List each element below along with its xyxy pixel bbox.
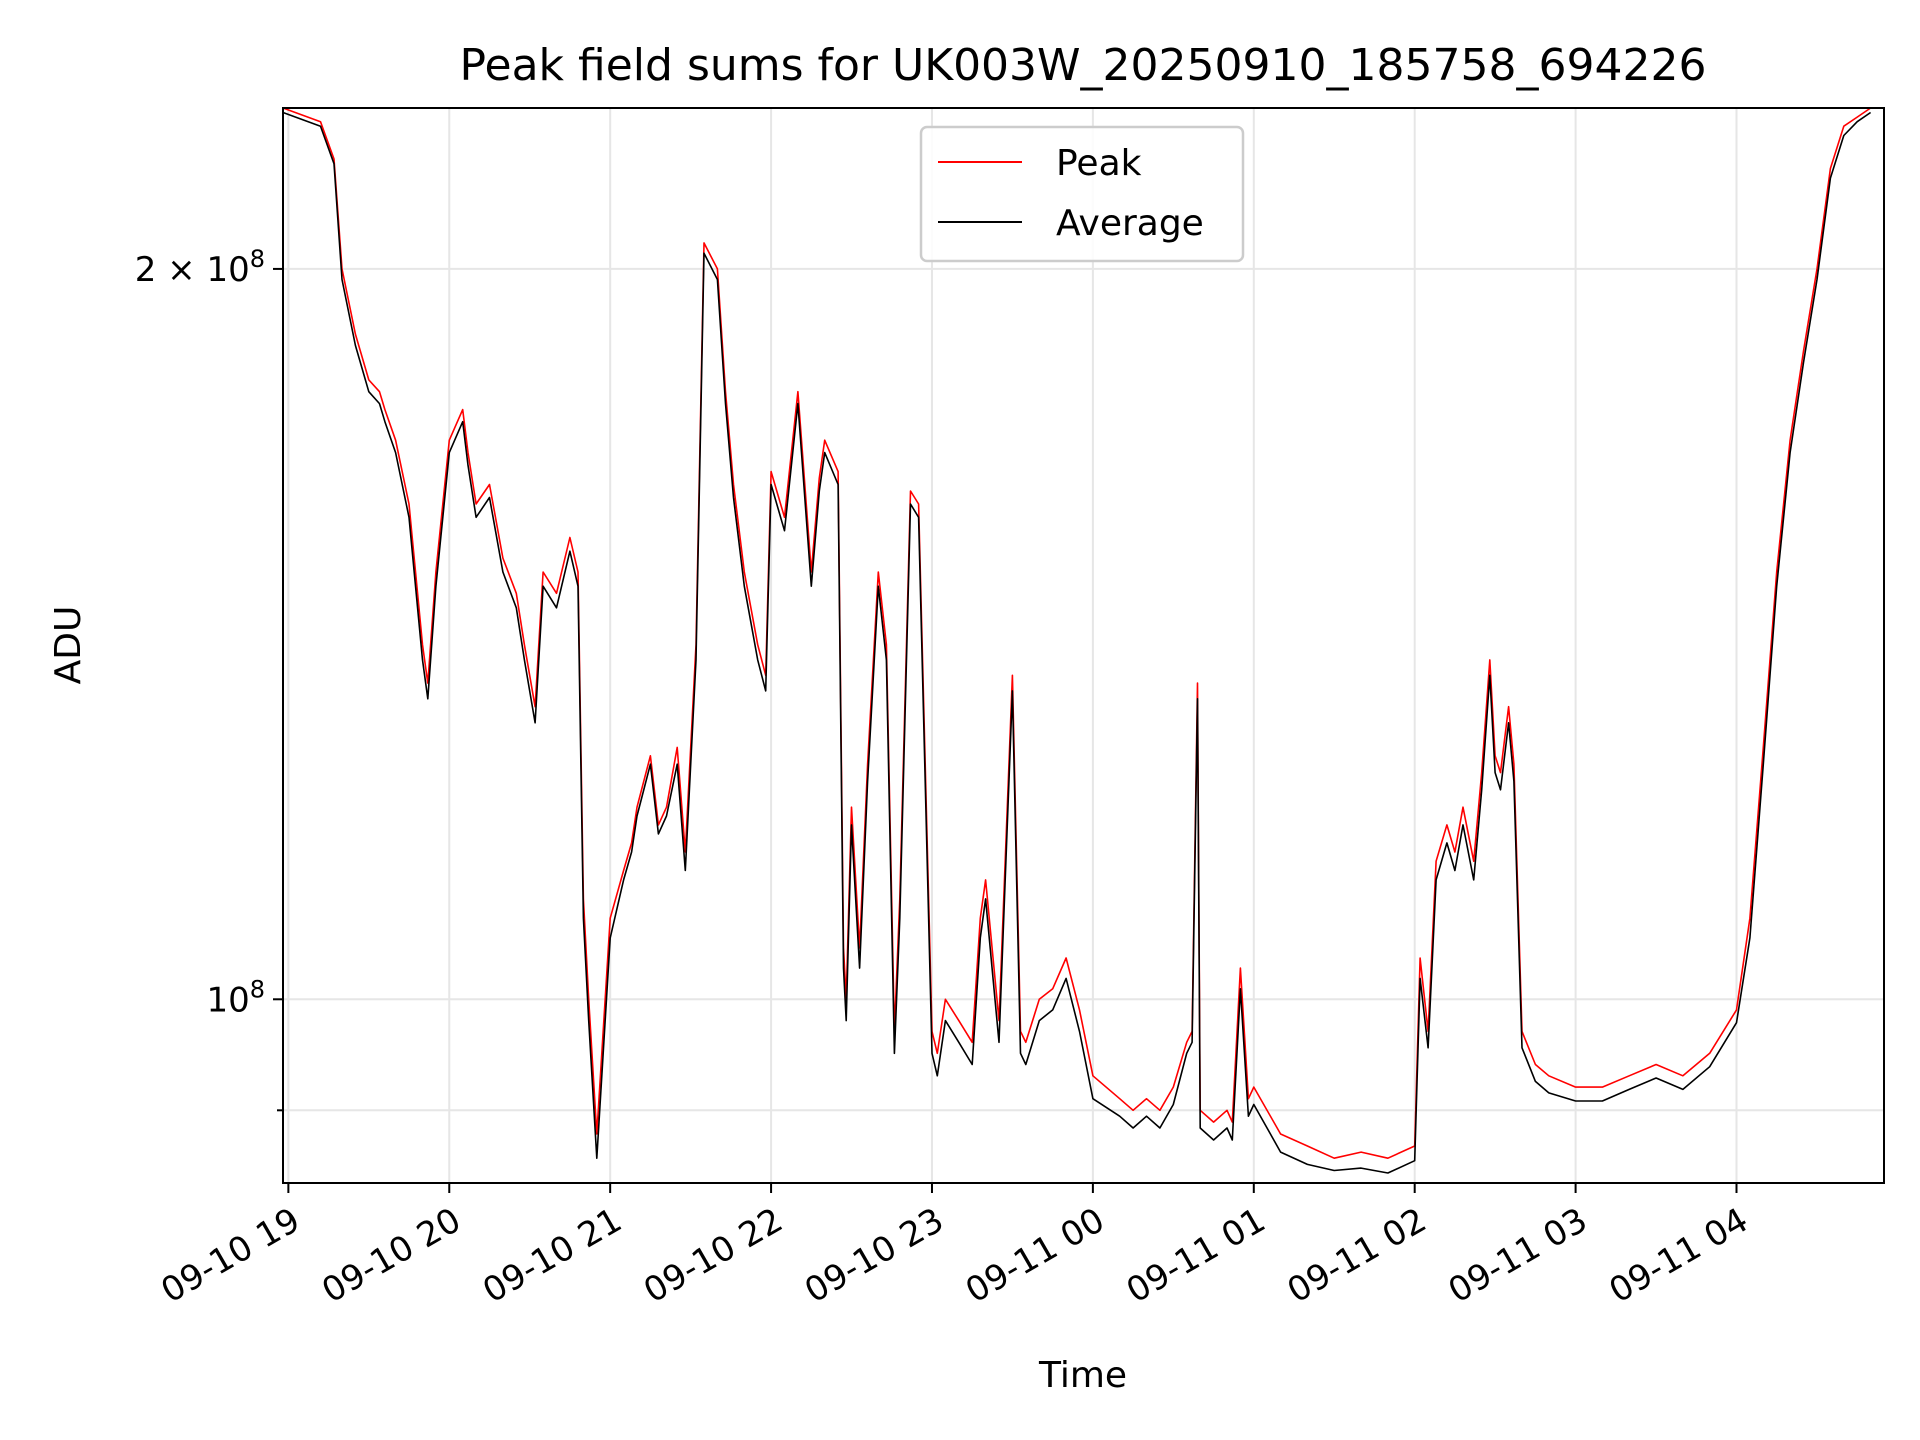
y-axis-label: ADU — [48, 606, 89, 685]
x-axis-ticks: 09-10 19 09-10 20 09-10 21 09-10 22 09-10 23… — [154, 1183, 1755, 1311]
y-tick-label: 2 × 108 — [135, 245, 265, 290]
x-axis-label: Time — [1038, 1355, 1127, 1396]
x-tick-label: 09-10 20 — [315, 1200, 467, 1311]
x-tick-label: 09-11 00 — [959, 1200, 1111, 1311]
x-tick-label: 09-10 19 — [154, 1200, 306, 1311]
x-tick-label: 09-10 21 — [476, 1200, 628, 1311]
x-tick-label: 09-10 23 — [798, 1200, 950, 1311]
x-tick-label: 09-10 22 — [637, 1200, 789, 1311]
series-lines — [282, 107, 1872, 1174]
legend-label-peak: Peak — [1056, 143, 1142, 184]
plot-frame — [282, 107, 1885, 1184]
series-line-average — [282, 111, 1872, 1174]
y-tick-label: 108 — [206, 975, 265, 1020]
x-tick-label: 09-11 04 — [1603, 1200, 1755, 1311]
legend-label-average: Average — [1056, 203, 1204, 244]
grid — [283, 108, 1884, 1183]
x-tick-label: 09-11 02 — [1281, 1200, 1433, 1311]
x-tick-label: 09-11 01 — [1120, 1200, 1272, 1311]
series-line-peak — [282, 107, 1872, 1159]
chart-title: Peak field sums for UK003W_20250910_1857… — [460, 40, 1707, 91]
x-tick-label: 09-11 03 — [1442, 1200, 1594, 1311]
legend: Peak Average — [919, 125, 1245, 263]
y-axis-ticks: 108 2 × 108 — [135, 245, 283, 1112]
legend-frame — [919, 125, 1245, 263]
